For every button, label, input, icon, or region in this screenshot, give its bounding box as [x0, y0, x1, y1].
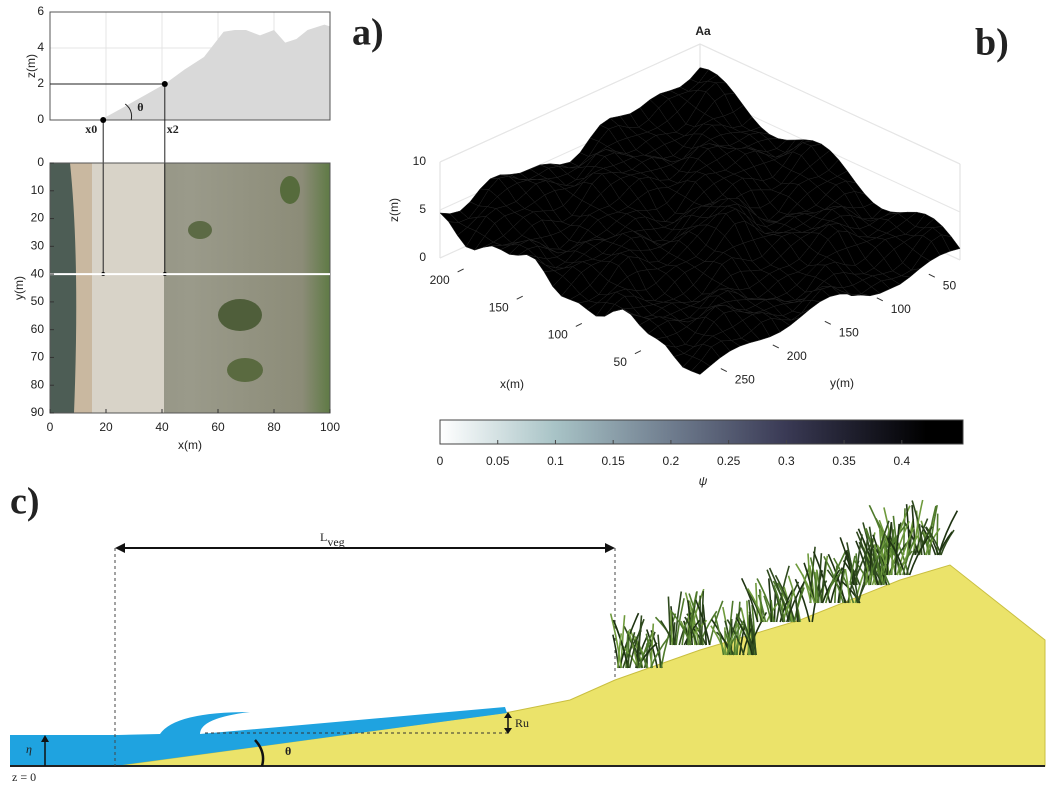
surface-mesh — [440, 68, 960, 375]
y-tick-label: 60 — [31, 322, 45, 336]
y-tick — [773, 345, 779, 348]
colorbar-tick-label: 0.05 — [486, 454, 510, 468]
x-tick — [576, 323, 582, 326]
y-tick-label: 50 — [31, 294, 45, 308]
y-axis-label: z(m) — [24, 54, 38, 78]
y-tick-label: 0 — [37, 112, 44, 126]
angle-label: θ — [285, 744, 291, 758]
z-axis-label: z(m) — [387, 198, 401, 222]
grass-blade — [611, 614, 621, 668]
x-tick — [458, 269, 464, 272]
panel-label: c) — [10, 481, 40, 523]
y-tick — [929, 274, 935, 277]
point-label: x0 — [85, 122, 97, 136]
panel-label: a) — [352, 12, 384, 54]
length-label: Lveg — [320, 530, 345, 549]
x-tick-label: 150 — [489, 300, 509, 314]
length-symbol: L — [320, 530, 327, 544]
y-tick-label: 100 — [891, 302, 911, 316]
y-tick-label: 6 — [37, 4, 44, 18]
colorbar-tick-label: 0.3 — [778, 454, 795, 468]
colorbar-tick-label: 0.35 — [832, 454, 856, 468]
y-tick-label: 70 — [31, 350, 45, 364]
colorbar-tick-label: 0.4 — [893, 454, 910, 468]
x-tick-label: 100 — [548, 328, 568, 342]
length-subscript: veg — [327, 535, 344, 549]
colorbar-tick-label: 0.2 — [663, 454, 680, 468]
x-tick — [635, 351, 641, 354]
y-tick-label: 0 — [37, 155, 44, 169]
x-tick-label: 80 — [267, 420, 281, 434]
point-label: x2 — [167, 122, 179, 136]
x-tick-label: 50 — [614, 355, 628, 369]
runup-label: Ru — [515, 716, 529, 730]
y-axis-label: y(m) — [830, 376, 854, 390]
colorbar — [440, 420, 963, 444]
angle-label: θ — [137, 100, 143, 114]
y-tick — [825, 321, 831, 324]
y-tick-label: 200 — [787, 349, 807, 363]
x-tick-label: 200 — [430, 273, 450, 287]
z-tick-label: 10 — [413, 154, 427, 168]
y-tick-label: 50 — [943, 278, 957, 292]
datum-label: z = 0 — [12, 770, 36, 784]
panel-label: b) — [975, 22, 1009, 64]
profile-point — [162, 81, 168, 87]
y-tick — [877, 298, 883, 301]
y-tick-label: 2 — [37, 76, 44, 90]
x-tick-label: 100 — [320, 420, 340, 434]
y-tick-label: 90 — [31, 405, 45, 419]
x-tick-label: 0 — [47, 420, 54, 434]
x-axis-label: x(m) — [178, 438, 202, 452]
y-tick-label: 150 — [839, 326, 859, 340]
x-tick-label: 60 — [211, 420, 225, 434]
x-tick — [517, 296, 523, 299]
y-tick-label: 40 — [31, 266, 45, 280]
y-tick-label: 250 — [735, 373, 755, 387]
y-tick-label: 10 — [31, 183, 45, 197]
colorbar-tick-label: 0 — [437, 454, 444, 468]
y-tick-label: 80 — [31, 377, 45, 391]
colorbar-label: ψ — [699, 474, 708, 488]
chart-title: Aa — [695, 24, 711, 38]
aerial-photo — [50, 163, 330, 413]
x-axis-label: x(m) — [500, 377, 524, 391]
figure: a) b) c) Lveg Ru θ η z = 0 0 2 4 6 z(m) x0 x2 θ… — [0, 0, 1053, 788]
z-tick-label: 0 — [419, 250, 426, 264]
x-tick-label: 40 — [155, 420, 169, 434]
z-tick-label: 5 — [419, 202, 426, 216]
y-tick-label: 20 — [31, 211, 45, 225]
y-tick-label: 30 — [31, 239, 45, 253]
y-tick — [721, 369, 727, 372]
setup-label: η — [26, 742, 32, 756]
y-axis-label: y(m) — [12, 276, 26, 300]
x-tick-label: 20 — [99, 420, 113, 434]
colorbar-tick-label: 0.25 — [717, 454, 741, 468]
grass-blade — [937, 514, 938, 555]
y-tick-label: 4 — [37, 40, 44, 54]
profile-point — [100, 117, 106, 123]
colorbar-tick-label: 0.1 — [547, 454, 564, 468]
colorbar-tick-label: 0.15 — [601, 454, 625, 468]
